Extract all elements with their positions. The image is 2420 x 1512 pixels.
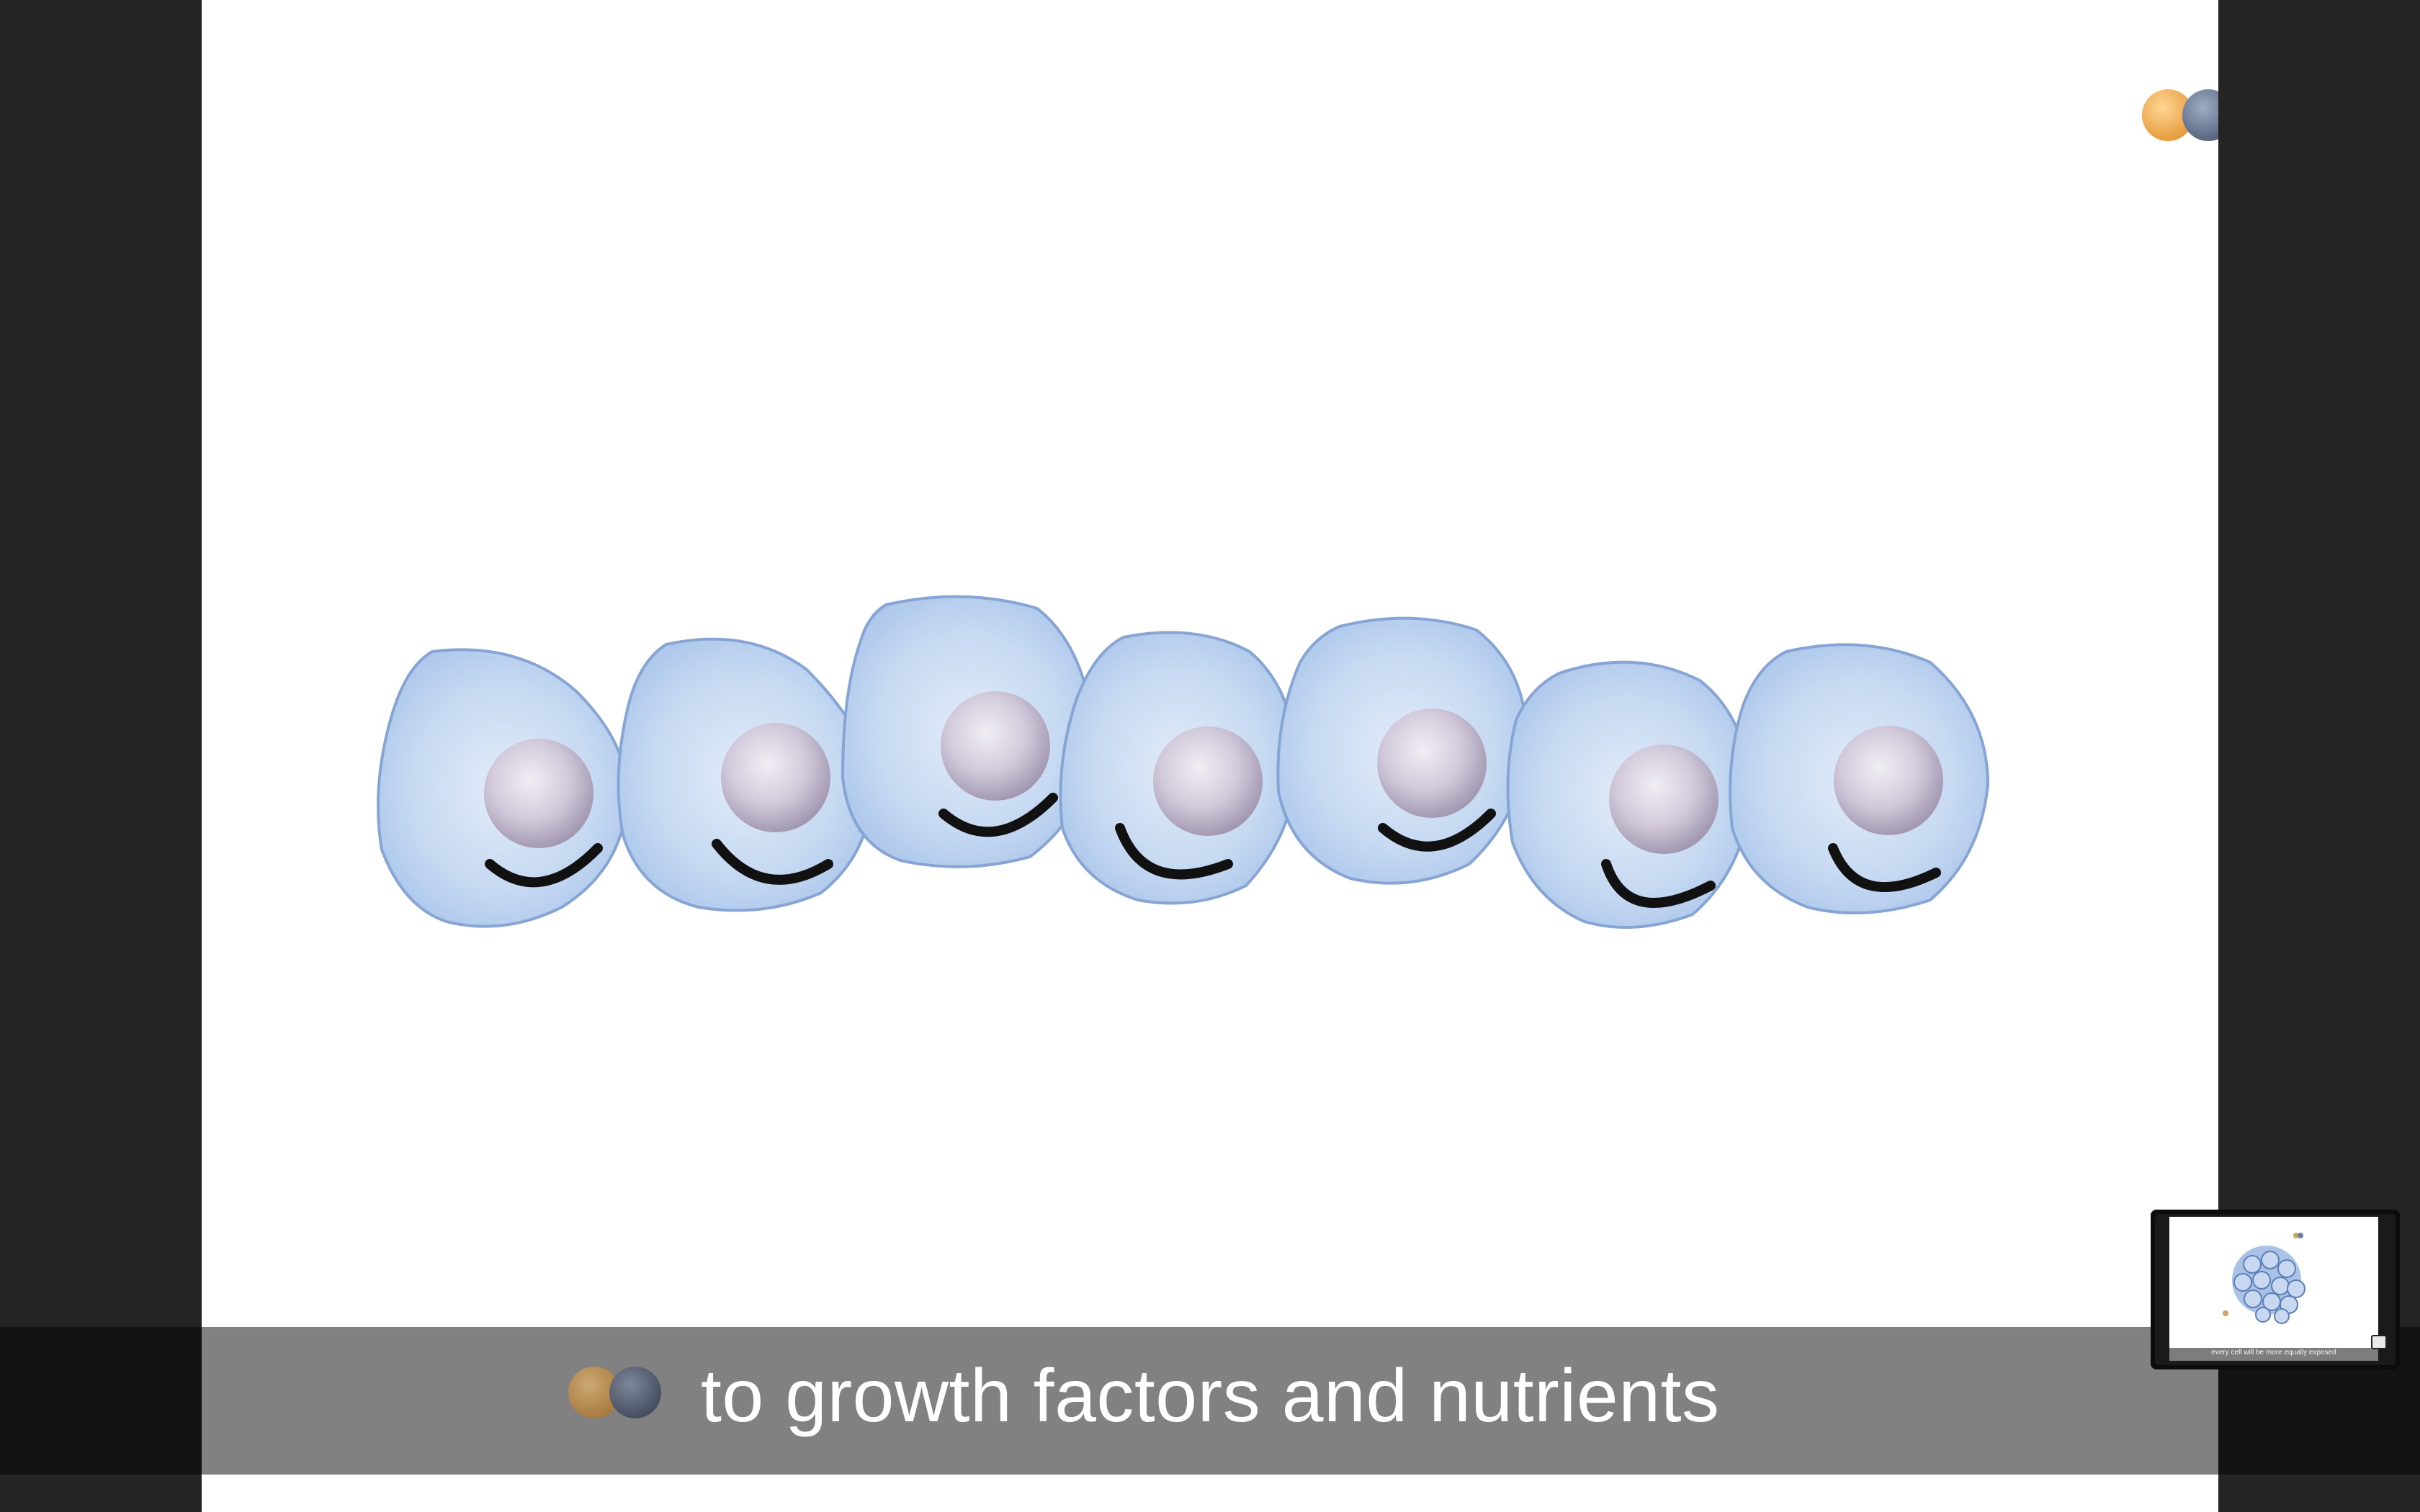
preview-caption: every cell will be more equally exposed xyxy=(2211,1349,2336,1356)
cell-3 xyxy=(841,595,1097,868)
nucleus-icon xyxy=(484,739,593,848)
preview-caption-bar: every cell will be more equally exposed xyxy=(2169,1348,2378,1361)
cell-2 xyxy=(617,637,874,912)
letterbox-left xyxy=(0,0,202,1512)
preview-thumbnail[interactable]: every cell will be more equally exposed xyxy=(2151,1210,2400,1369)
cell-5 xyxy=(1276,616,1529,885)
cell-cluster-icon xyxy=(2223,1233,2305,1324)
caption-bar xyxy=(202,1327,2218,1475)
growth-factor-molecule-icon xyxy=(568,1367,661,1418)
cell-4 xyxy=(1059,631,1299,905)
preview-screen: every cell will be more equally exposed xyxy=(2155,1214,2396,1365)
cell-6 xyxy=(1506,660,1752,929)
smile-icon xyxy=(485,843,603,888)
expand-icon[interactable] xyxy=(2371,1335,2387,1349)
cell-7 xyxy=(1729,643,1990,914)
cell-1 xyxy=(377,648,629,928)
subtitle-text: to growth factors and nutrients xyxy=(701,1354,1720,1438)
